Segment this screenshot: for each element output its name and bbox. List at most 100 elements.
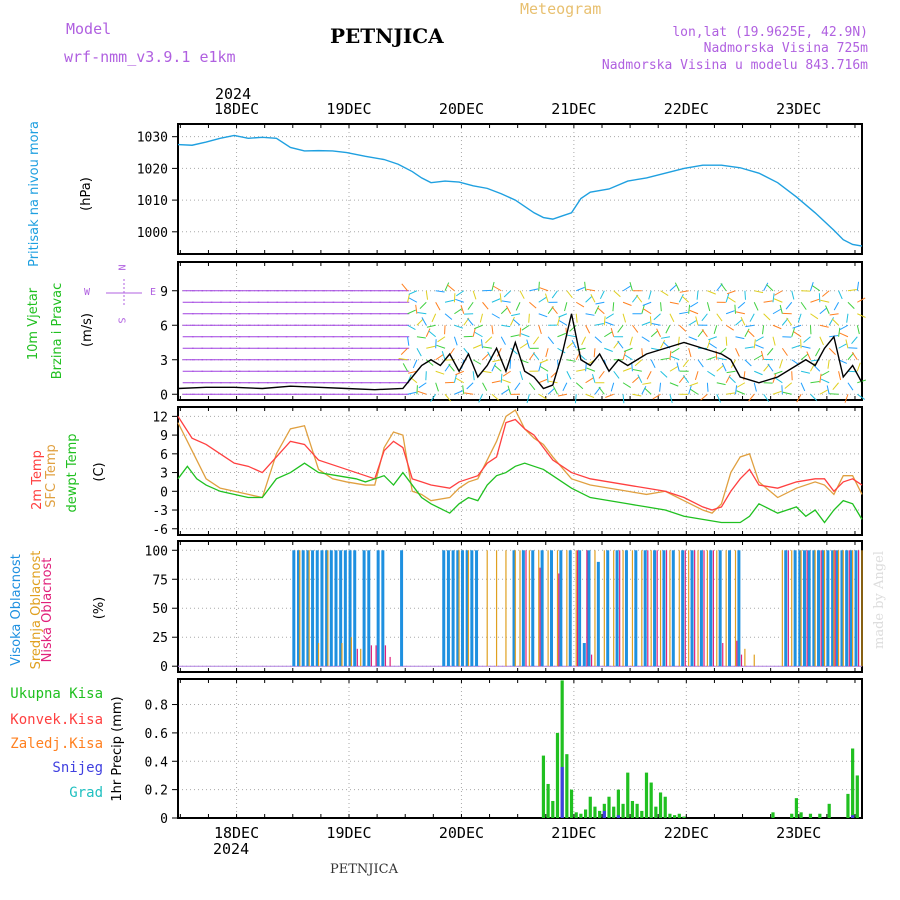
wind-arrow <box>736 390 746 395</box>
total-precip-bar <box>560 680 564 818</box>
total-precip-bar <box>794 798 799 818</box>
high-cloud-bar <box>442 550 446 667</box>
wind-arrow <box>708 336 717 341</box>
wind-arrow <box>635 294 643 303</box>
high-cloud-bar <box>475 550 479 667</box>
wind-arrow <box>482 382 488 391</box>
wind-arrow <box>566 290 573 299</box>
wind-arrow <box>707 290 716 295</box>
wind-arrow <box>622 394 625 404</box>
wind-arrow <box>753 302 759 311</box>
high-cloud-bar <box>512 550 516 667</box>
wind-arrow <box>551 290 558 299</box>
total-precip-bar <box>677 813 681 818</box>
wind-arrow <box>566 341 574 349</box>
total-precip-bar <box>640 810 644 818</box>
wind-arrow <box>786 317 793 326</box>
wind-arrow <box>643 308 652 315</box>
wind-arrow <box>809 282 814 291</box>
high-cloud-bar <box>400 550 404 667</box>
high-cloud-bar <box>531 550 535 667</box>
wind-arrow <box>510 347 518 355</box>
snow-bar <box>602 810 606 818</box>
day-label-bottom: 23DEC <box>776 824 821 842</box>
wind-arrow <box>688 348 692 358</box>
wind-arrow <box>785 301 793 310</box>
wind-arrow <box>857 393 865 400</box>
wind-arrow <box>856 325 860 335</box>
wind-arrow <box>847 301 855 309</box>
wind-arrow <box>402 363 408 372</box>
wind-arrow <box>637 374 643 383</box>
wind-arrow <box>772 390 782 395</box>
wind-arrow <box>617 340 624 349</box>
wind-arrow <box>585 325 591 334</box>
wind-arrow <box>669 350 672 360</box>
wind-arrow <box>641 336 650 342</box>
wind-arrow <box>472 371 475 381</box>
wind-arrow <box>679 290 689 293</box>
wind-arrow <box>472 290 477 300</box>
high-cloud-bar <box>615 550 619 667</box>
wind-arrow <box>444 313 453 320</box>
wind-arrow <box>642 382 652 385</box>
wind-arrow <box>576 369 586 372</box>
wind-arrow <box>467 301 474 310</box>
wind-arrow <box>421 317 427 326</box>
wind-speed-line <box>177 313 863 391</box>
total-precip-bar <box>771 812 775 818</box>
wind-arrow <box>566 359 576 362</box>
wind-arrow <box>500 373 503 383</box>
high-cloud-bar <box>362 550 366 667</box>
wind-arrow <box>727 296 736 303</box>
ytick-label: 0 <box>160 485 168 500</box>
total-precip-bar <box>682 816 686 818</box>
wind-arrow <box>725 310 735 315</box>
wind-arrow <box>557 332 567 338</box>
high-cloud-bar <box>521 550 525 667</box>
high-cloud-bar <box>339 550 343 667</box>
wind-arrow <box>725 336 728 346</box>
high-cloud-bar <box>325 550 329 667</box>
wind-arrow <box>660 370 668 378</box>
wind-arrow <box>828 347 836 355</box>
ytick-label: 9 <box>160 429 168 444</box>
wind-arrow <box>491 298 501 303</box>
wind-arrow <box>575 382 584 390</box>
model-label: Model <box>66 20 112 38</box>
wind-arrow <box>772 336 776 346</box>
wind-arrow <box>417 390 427 395</box>
wind-arrow <box>407 309 416 315</box>
wind-arrow <box>595 301 605 305</box>
day-label-top: 23DEC <box>776 100 821 118</box>
wind-arrow <box>603 316 606 326</box>
wind-arrow <box>736 382 746 388</box>
wind-arrow <box>552 386 558 395</box>
wind-arrow <box>499 293 502 303</box>
wind-arrow <box>856 362 861 372</box>
high-cloud-bar <box>653 550 657 667</box>
wind-arrow <box>774 377 783 384</box>
wind-arrow <box>748 393 755 402</box>
wind-arrow <box>632 393 642 397</box>
wind-arrow <box>832 382 839 390</box>
wind-arrow <box>510 334 520 338</box>
ytick-label: 3 <box>160 354 168 369</box>
wind-arrow <box>598 370 605 379</box>
ytick-label: 75 <box>152 573 168 588</box>
wind-arrow <box>467 317 474 326</box>
wind-arrow <box>472 359 482 365</box>
wind-arrow <box>585 377 594 384</box>
wind-arrow <box>617 324 624 333</box>
wind-arrow <box>791 290 795 300</box>
wind-arrow <box>706 382 709 392</box>
wind-arrow <box>564 302 568 312</box>
wind-arrow <box>417 312 427 315</box>
total-precip-bar <box>630 800 635 818</box>
day-label-bottom: 18DEC <box>214 824 259 842</box>
total-precip-bar <box>579 813 583 818</box>
wind-arrow <box>800 301 807 310</box>
high-cloud-bar <box>292 550 296 667</box>
high-cloud-bar <box>634 550 638 667</box>
wind-arrow <box>679 311 689 315</box>
